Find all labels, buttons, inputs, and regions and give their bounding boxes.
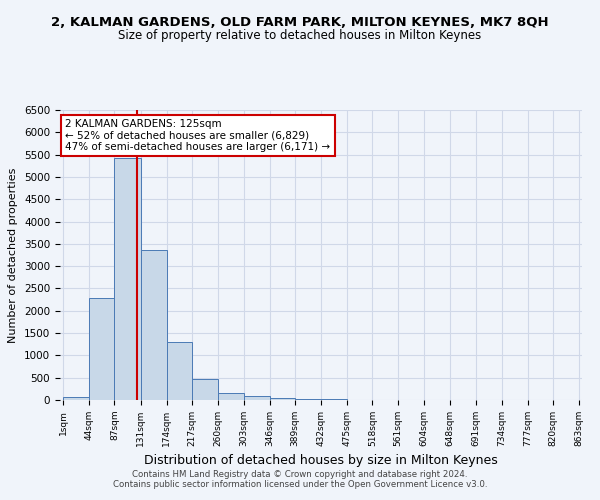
Bar [89, 298, 115, 400]
Text: Contains HM Land Registry data © Crown copyright and database right 2024.
Contai: Contains HM Land Registry data © Crown c… [113, 470, 487, 489]
Text: 2, KALMAN GARDENS, OLD FARM PARK, MILTON KEYNES, MK7 8QH: 2, KALMAN GARDENS, OLD FARM PARK, MILTON… [51, 16, 549, 29]
Bar [115, 158, 141, 400]
Y-axis label: Number of detached properties: Number of detached properties [8, 168, 19, 342]
X-axis label: Distribution of detached houses by size in Milton Keynes: Distribution of detached houses by size … [144, 454, 498, 468]
Bar [244, 396, 269, 400]
Bar [63, 396, 89, 400]
Text: 2 KALMAN GARDENS: 125sqm
← 52% of detached houses are smaller (6,829)
47% of sem: 2 KALMAN GARDENS: 125sqm ← 52% of detach… [65, 118, 331, 152]
Bar [295, 398, 321, 400]
Bar [141, 250, 167, 400]
Bar [269, 398, 295, 400]
Bar [192, 379, 218, 400]
Bar [167, 342, 192, 400]
Bar [218, 392, 244, 400]
Text: Size of property relative to detached houses in Milton Keynes: Size of property relative to detached ho… [118, 28, 482, 42]
